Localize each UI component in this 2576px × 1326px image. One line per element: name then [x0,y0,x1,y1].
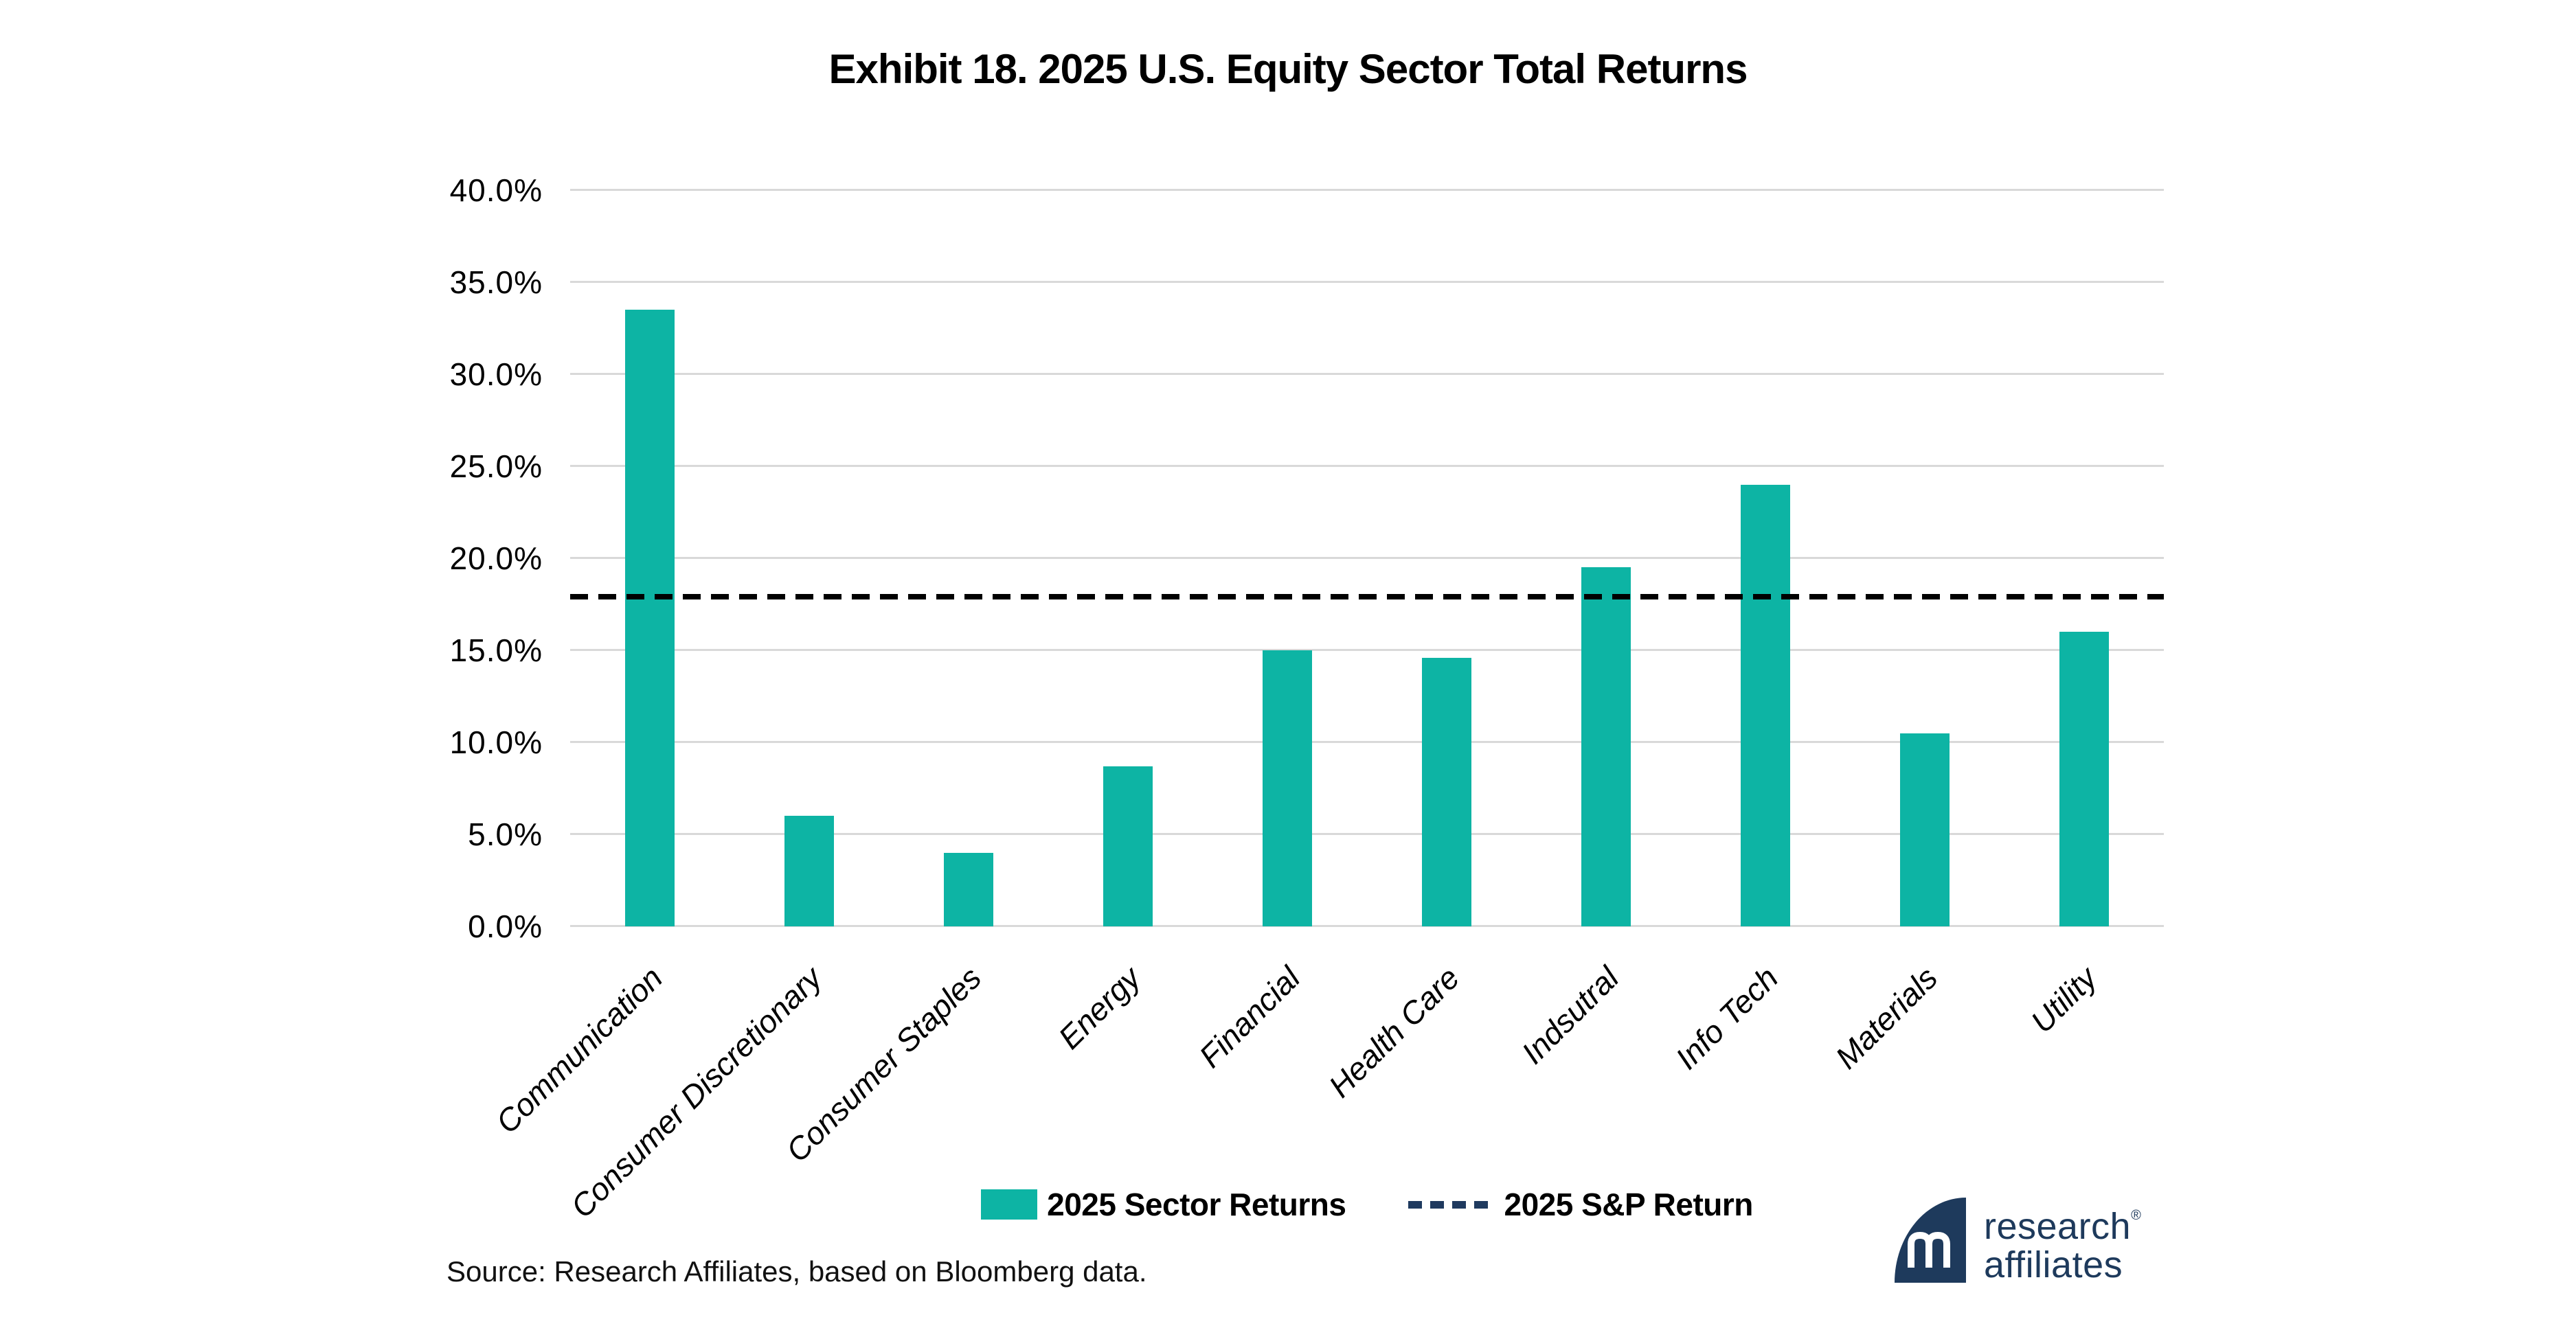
sector-bar-materials [1900,733,1950,926]
sector-returns-swatch-icon [981,1189,1038,1220]
y-axis-label: 5.0% [468,816,543,852]
gridline [570,189,2164,191]
x-axis-label: Energy [1051,959,1148,1056]
chart-title: Exhibit 18. 2025 U.S. Equity Sector Tota… [828,46,1748,92]
y-axis-label: 15.0% [449,632,543,668]
gridline [570,741,2164,743]
sp-return-reference-line [570,594,2164,600]
logo-word-research: research [1984,1206,2132,1247]
sector-bar-info-tech [1741,484,1790,926]
gridline [570,465,2164,467]
logo-word-affiliates: affiliates [1984,1244,2123,1285]
y-axis-label: 35.0% [449,264,543,300]
sector-bar-indsutral [1581,567,1631,926]
sector-bar-utility [2059,632,2109,926]
legend: 2025 Sector Returns 2025 S&P Return [570,1171,2164,1237]
legend-label-sp-return: 2025 S&P Return [1504,1187,1754,1222]
sector-bar-communication [625,310,675,926]
gridline [570,649,2164,651]
ra-logo-mark [1895,1198,1966,1283]
logo-wordmark: research® affiliates [1984,1196,2141,1284]
gridline [570,925,2164,927]
ra-monogram-icon [1908,1231,1950,1268]
research-affiliates-logo: research® affiliates [1895,1196,2141,1284]
sp-return-dash-icon [1408,1200,1495,1209]
sector-bar-energy [1103,766,1153,926]
legend-item-sp-return: 2025 S&P Return [1408,1186,1753,1223]
plot-area: Communication Consumer Discretionary Consu… [489,189,2164,1224]
x-axis-label: Financial [1192,959,1307,1075]
gridline [570,373,2164,375]
source-note: Source: Research Affiliates, based on Bl… [447,1255,1147,1288]
y-axis-label: 10.0% [449,724,543,760]
y-axis-label: 40.0% [449,172,543,208]
x-axis-label: Materials [1828,959,1945,1076]
x-axis-label: Utility [2024,959,2104,1040]
x-axis-label: Communication [488,959,670,1141]
sector-bar-health-care [1422,657,1471,926]
x-axis-label: Info Tech [1668,959,1785,1077]
y-axis: 0.0% 5.0% 10.0% 15.0% 20.0% 25.0% 30.0% 35.0% 40… [337,174,543,942]
x-axis-label: Health Care [1322,959,1467,1104]
y-axis-label: 30.0% [449,356,543,392]
y-axis-label: 20.0% [449,540,543,576]
gridline [570,281,2164,283]
y-axis-label: 25.0% [449,448,543,484]
gridline [570,833,2164,835]
legend-label-sector-returns: 2025 Sector Returns [1047,1187,1346,1222]
gridline [570,557,2164,559]
sector-bar-consumer-staples [944,852,993,926]
x-axis-label: Indsutral [1514,959,1626,1071]
sector-bar-financial [1263,650,1312,926]
registered-mark: ® [2131,1208,2141,1223]
sector-bar-consumer-discretionary [784,816,834,926]
legend-item-sector-returns: 2025 Sector Returns [981,1186,1346,1223]
y-axis-label: 0.0% [468,908,543,944]
